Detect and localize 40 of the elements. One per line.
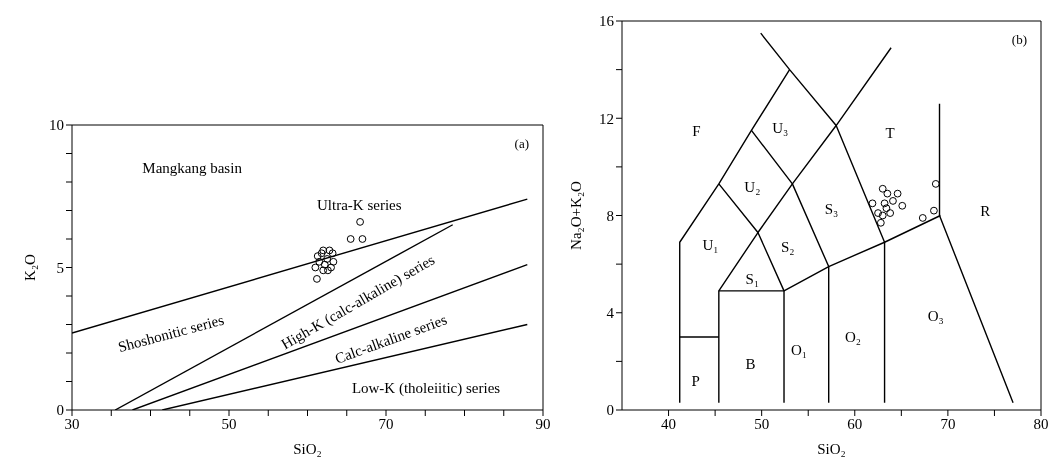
x-tick-label: 90 [535, 415, 551, 432]
x-axis-title: SiO₂ [817, 441, 846, 457]
y-tick-label: 16 [599, 13, 615, 30]
x-tick-label: 80 [1033, 415, 1049, 432]
text: (a) [514, 136, 529, 152]
annotation: S₂ [780, 239, 795, 256]
y-tick-label: 10 [49, 117, 64, 134]
y-tick-label: 5 [56, 259, 64, 276]
y-axis-title: Na₂O+K₂O [568, 180, 585, 250]
annotation: R [980, 202, 991, 219]
y-axis-title: K₂O [22, 253, 39, 281]
annotation: U₂ [744, 178, 761, 195]
annotation: S₃ [824, 200, 839, 217]
annotation: B [745, 356, 756, 373]
annotation: Mangkang basin [142, 160, 243, 177]
annotation: U₁ [702, 237, 719, 253]
x-tick-label: 30 [64, 415, 80, 432]
y-tick-label: 4 [606, 305, 615, 322]
annotation: O₃ [927, 307, 944, 324]
y-tick-label: 8 [606, 207, 614, 224]
x-tick-label: 70 [378, 415, 394, 432]
annotation: O₁ [790, 341, 807, 358]
annotation: S₁ [745, 271, 760, 288]
annotation: P [691, 373, 700, 390]
annotation: F [692, 122, 701, 139]
x-tick-label: 40 [661, 415, 677, 432]
x-axis-title: SiO₂ [293, 441, 322, 457]
annotation: O₂ [844, 329, 861, 346]
annotation: Low-K (tholeiitic) series [351, 379, 501, 397]
annotation: Ultra-K series [317, 197, 402, 214]
y-tick-label: 0 [56, 402, 64, 419]
y-tick-label: 0 [606, 402, 614, 419]
x-tick-label: 70 [940, 415, 956, 432]
x-tick-label: 60 [847, 415, 863, 432]
x-tick-label: 50 [221, 415, 237, 432]
y-tick-label: 12 [599, 110, 614, 127]
text: (b) [1011, 32, 1027, 48]
x-tick-label: 50 [754, 415, 770, 432]
annotation: T [885, 125, 895, 142]
annotation: U₃ [772, 120, 789, 137]
